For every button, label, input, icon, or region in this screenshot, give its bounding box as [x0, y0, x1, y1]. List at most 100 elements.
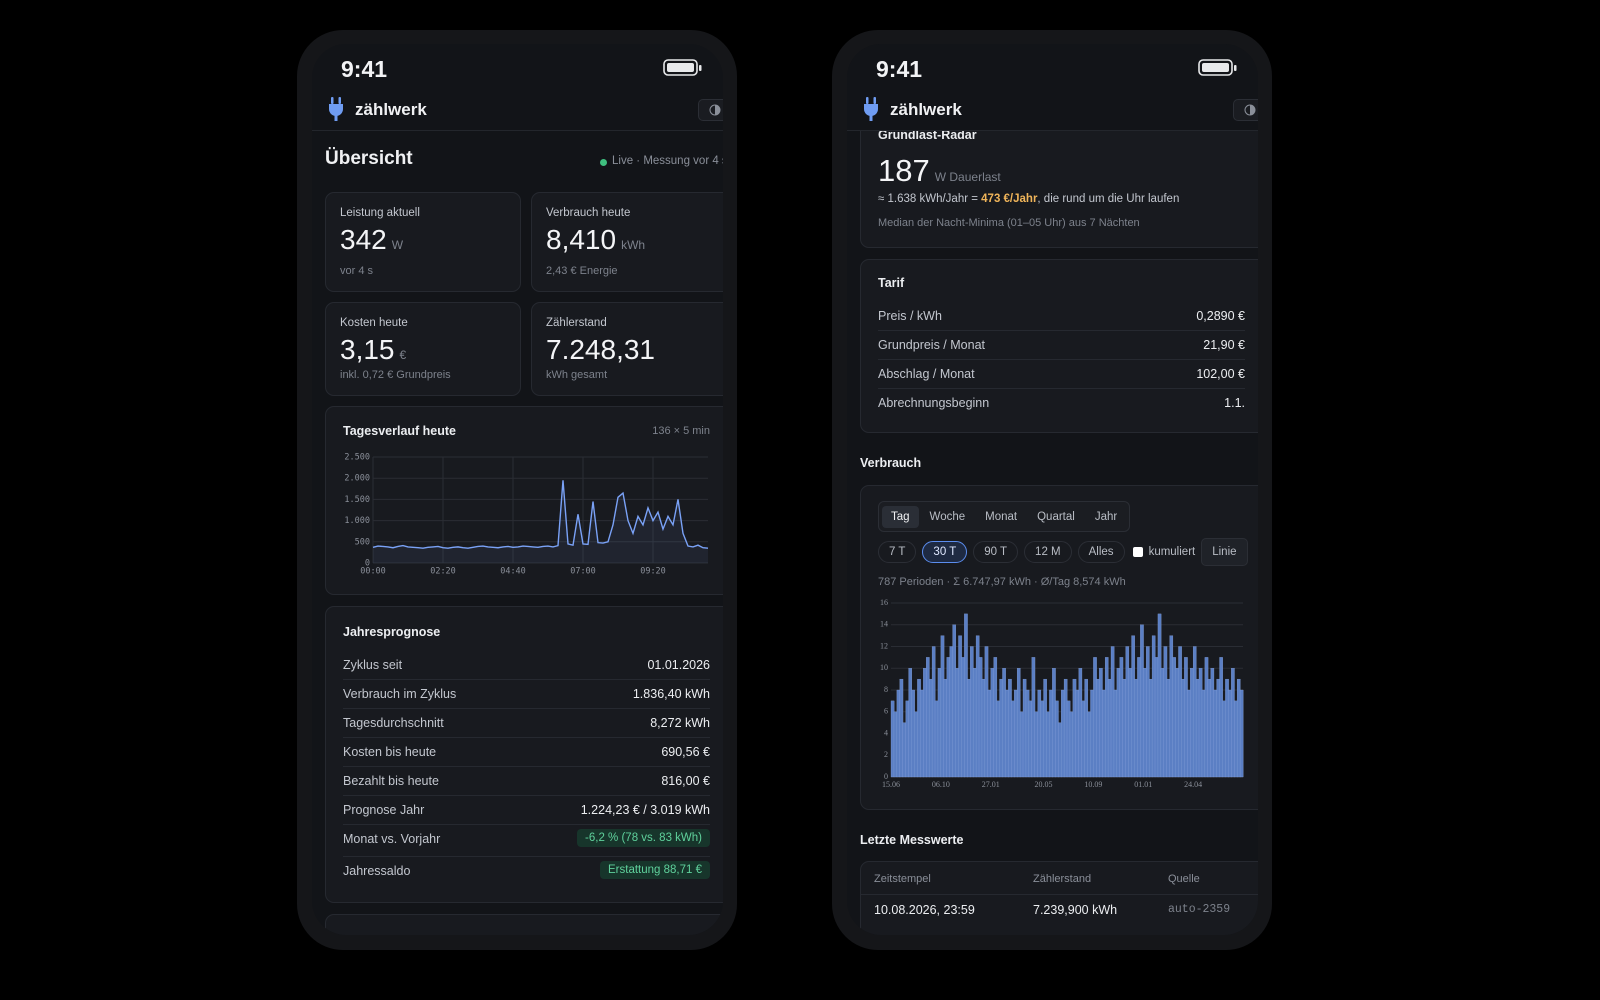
bar [1157, 613, 1162, 778]
bar [1219, 657, 1223, 778]
bar [1096, 678, 1100, 778]
phone-frame: 9:41 zählwerk Übersicht Live · Messung v… [297, 30, 737, 950]
bar [1075, 689, 1080, 778]
period-tab[interactable]: Monat [985, 510, 1018, 523]
chart-meta: 136 × 5 min [652, 425, 710, 437]
bar [967, 678, 971, 778]
kpi-card: Verbrauch heute 8,410 kWh 2,43 € Energie [531, 192, 723, 292]
bar [931, 646, 936, 778]
kpi-sub: kWh gesamt [546, 369, 608, 381]
bar [1052, 668, 1056, 778]
row-label: Grundpreis / Monat [878, 338, 985, 352]
range-pill[interactable]: 30 T [922, 541, 968, 563]
chart-title: Tagesverlauf heute [343, 424, 457, 438]
range-pill[interactable]: 12 M [1024, 541, 1072, 563]
kpi-sub: inkl. 0,72 € Grundpreis [340, 369, 451, 381]
theme-toggle[interactable] [1233, 99, 1258, 121]
bar [990, 668, 995, 778]
range-pill[interactable]: Alles [1077, 541, 1125, 563]
screen: Grundlast-Radar 187 W Dauerlast ≈ 1.638 k… [847, 44, 1258, 935]
bar [1102, 689, 1106, 778]
bar [905, 700, 910, 778]
kpi-value-row: 7.248,31 [546, 334, 655, 366]
row-value: 1.1. [1224, 396, 1245, 410]
bar [1178, 646, 1182, 778]
row-label: Abrechnungsbeginn [878, 396, 990, 410]
radar-value-row: 187 W Dauerlast [878, 153, 1001, 189]
y-tick-label: 10 [880, 663, 888, 672]
bar [1060, 689, 1065, 778]
mode-button[interactable]: Linie [1201, 538, 1248, 566]
row-badge: -6,2 % (78 vs. 83 kWh) [577, 829, 710, 847]
period-tab[interactable]: Woche [929, 510, 966, 523]
bar [1204, 657, 1209, 778]
bar [1049, 689, 1053, 778]
x-tick-label: 04:40 [500, 567, 526, 577]
bar [943, 678, 948, 778]
theme-toggle[interactable] [698, 99, 723, 121]
bar [1195, 678, 1200, 778]
cumulative-checkbox[interactable] [1132, 547, 1143, 557]
x-tick-label: 20.05 [1035, 780, 1053, 789]
row-value: 8,272 kWh [650, 716, 710, 730]
bar [890, 700, 895, 778]
kpi-sub: vor 4 s [340, 265, 374, 277]
row-value: 816,00 € [661, 774, 710, 788]
bar [1014, 689, 1018, 778]
range-pill[interactable]: 90 T [973, 541, 1019, 563]
range-pills: 7 T 30 T 90 T 12 M Alles kumuliert Linie [878, 538, 1248, 566]
battery-icon [1198, 59, 1237, 76]
row-value: 21,90 € [1203, 338, 1245, 352]
y-tick-label: 1.000 [344, 516, 370, 526]
row-separator [343, 795, 710, 796]
period-tab[interactable]: Tag [882, 505, 919, 528]
table-separator [861, 894, 1258, 895]
bar [958, 635, 962, 778]
bar [970, 646, 974, 778]
bar [1175, 668, 1179, 778]
bar [1198, 668, 1203, 778]
bar [955, 668, 959, 778]
latest-card: Zeitstempel Zählerstand Quelle 10.08.2026, … [860, 861, 1258, 935]
kpi-label: Kosten heute [340, 317, 408, 329]
bar [928, 678, 933, 778]
radar-highlight: 473 €/Jahr [981, 193, 1038, 205]
kpi-card: Kosten heute 3,15 € inkl. 0,72 € Grundpreis [325, 302, 521, 396]
period-tab[interactable]: Quartal [1037, 510, 1075, 523]
bar [1140, 624, 1144, 778]
bar [920, 689, 924, 778]
y-tick-label: 16 [880, 598, 888, 607]
period-tab[interactable]: Jahr [1094, 510, 1118, 523]
range-pill[interactable]: 7 T [878, 541, 917, 563]
plug-icon [864, 97, 878, 121]
bar [1008, 678, 1012, 778]
app-header: zählwerk [847, 90, 1258, 131]
bar [1187, 689, 1191, 778]
bar [964, 613, 968, 778]
x-tick-label: 00:00 [360, 567, 386, 577]
tariff-title: Tarif [878, 276, 905, 290]
bar [1022, 678, 1027, 778]
table-header: Zählerstand [1033, 873, 1092, 885]
bar [1019, 711, 1024, 778]
row-value: 0,2890 € [1196, 309, 1245, 323]
bar [1160, 668, 1165, 778]
bar [1210, 668, 1215, 778]
y-tick-label: 0 [884, 772, 888, 781]
line-series [372, 480, 709, 549]
bar [1066, 700, 1071, 778]
x-tick-label: 01.01 [1134, 780, 1152, 789]
radar-line-pre: ≈ 1.638 kWh/Jahr = [878, 193, 982, 205]
plug-icon [329, 97, 343, 121]
kpi-label: Verbrauch heute [546, 207, 631, 219]
bar [1107, 678, 1112, 778]
bar [1055, 700, 1059, 778]
tariff-card: Tarif Preis / kWh 0,2890 € Grundpreis / Mo… [860, 259, 1258, 433]
bar [972, 668, 977, 778]
bar [1046, 711, 1050, 778]
bar [1163, 646, 1168, 778]
bar [1110, 646, 1115, 778]
table-cell: 7.239,900 kWh [1033, 903, 1118, 917]
live-dot [600, 159, 607, 166]
